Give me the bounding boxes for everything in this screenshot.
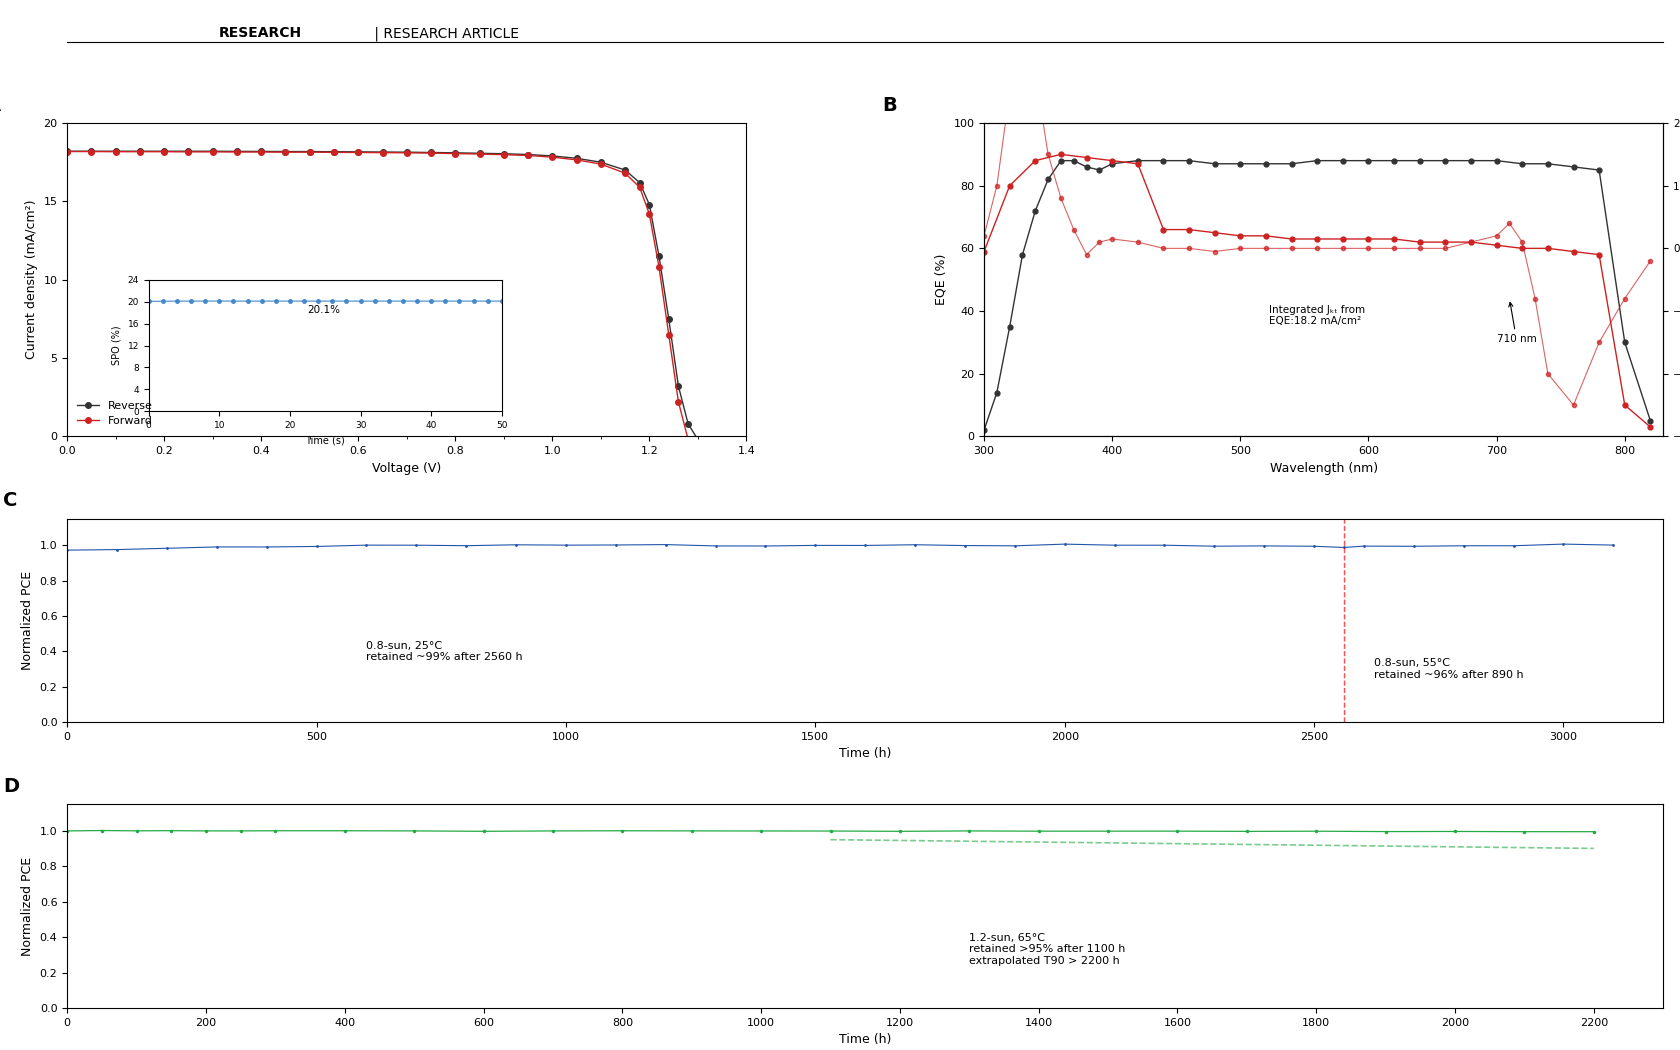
Reverse [640, 198, 660, 211]
Forward [276, 146, 296, 159]
Forward [445, 147, 465, 160]
Reverse [494, 147, 514, 160]
Forward [422, 147, 442, 160]
Reverse [106, 145, 126, 158]
Text: 0.8-sun, 55°C
retained ~96% after 890 h: 0.8-sun, 55°C retained ~96% after 890 h [1374, 658, 1524, 680]
Forward [517, 149, 538, 162]
Forward [227, 146, 247, 159]
Line: Reverse: Reverse [64, 148, 711, 455]
Text: | RESEARCH ARTICLE: | RESEARCH ARTICLE [370, 26, 519, 41]
Text: 1.2-sun, 65°C
retained >95% after 1100 h
extrapolated T90 > 2200 h: 1.2-sun, 65°C retained >95% after 1100 h… [969, 932, 1126, 966]
Text: RESEARCH: RESEARCH [218, 26, 301, 40]
Forward [299, 146, 319, 159]
Forward [591, 158, 612, 170]
Reverse [227, 145, 247, 158]
Reverse [57, 145, 77, 158]
X-axis label: Wavelength (nm): Wavelength (nm) [1270, 462, 1378, 475]
X-axis label: Time (h): Time (h) [838, 748, 892, 760]
Forward [687, 449, 707, 462]
Line: Forward: Forward [64, 149, 701, 458]
Reverse [299, 145, 319, 158]
Forward [659, 329, 679, 341]
Reverse [669, 380, 689, 393]
Forward [203, 146, 223, 159]
Forward [324, 146, 344, 159]
Reverse [648, 250, 669, 262]
Text: C: C [3, 491, 18, 510]
Text: Integrated Jₖₜ from
EQE:18.2 mA/cm²: Integrated Jₖₜ from EQE:18.2 mA/cm² [1270, 304, 1366, 327]
Y-axis label: Current density (mA/cm²): Current density (mA/cm²) [25, 200, 37, 359]
Reverse [697, 446, 717, 459]
Forward [566, 153, 586, 166]
Forward [57, 145, 77, 158]
Forward [178, 146, 198, 159]
Reverse [155, 145, 175, 158]
X-axis label: Time (h): Time (h) [838, 1033, 892, 1046]
Reverse [615, 164, 635, 176]
Reverse [630, 176, 650, 189]
Reverse [81, 145, 101, 158]
Forward [106, 145, 126, 158]
Forward [348, 146, 368, 159]
Legend: Reverse, Forward: Reverse, Forward [72, 397, 158, 430]
Reverse [252, 145, 272, 158]
Reverse [348, 146, 368, 159]
Forward [630, 181, 650, 193]
Forward [615, 167, 635, 180]
Reverse [679, 418, 699, 430]
Forward [543, 151, 563, 164]
Reverse [276, 145, 296, 158]
Reverse [566, 152, 586, 165]
Reverse [129, 145, 150, 158]
Reverse [687, 434, 707, 446]
Forward [81, 145, 101, 158]
Reverse [324, 145, 344, 158]
Forward [129, 145, 150, 158]
Reverse [469, 147, 489, 160]
Y-axis label: Normalized PCE: Normalized PCE [22, 571, 34, 670]
Forward [396, 147, 417, 160]
Reverse [396, 146, 417, 159]
Forward [373, 146, 393, 159]
Forward [640, 208, 660, 220]
Text: 710 nm: 710 nm [1497, 302, 1537, 344]
Reverse [203, 145, 223, 158]
Y-axis label: EQE (%): EQE (%) [934, 254, 948, 306]
Forward [679, 434, 699, 446]
Reverse [543, 150, 563, 163]
Reverse [517, 148, 538, 161]
Forward [469, 148, 489, 161]
Text: B: B [882, 96, 897, 114]
Forward [648, 260, 669, 273]
Reverse [445, 147, 465, 160]
Text: 0.8-sun, 25°C
retained ~99% after 2560 h: 0.8-sun, 25°C retained ~99% after 2560 h [366, 640, 522, 663]
Reverse [178, 145, 198, 158]
Forward [252, 146, 272, 159]
Forward [155, 145, 175, 158]
Text: D: D [3, 777, 20, 796]
Reverse [422, 146, 442, 159]
Y-axis label: Normalized PCE: Normalized PCE [22, 857, 34, 956]
Reverse [659, 313, 679, 326]
X-axis label: Voltage (V): Voltage (V) [373, 462, 442, 475]
Reverse [591, 155, 612, 168]
Forward [494, 148, 514, 161]
Forward [669, 396, 689, 408]
Reverse [373, 146, 393, 159]
